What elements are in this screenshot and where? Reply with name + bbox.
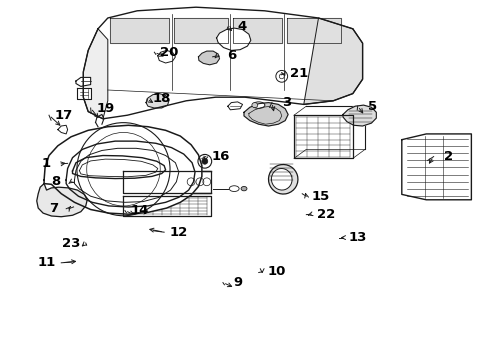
Text: 11: 11 [37, 256, 56, 269]
Polygon shape [77, 88, 91, 99]
Text: 21: 21 [290, 67, 308, 80]
Ellipse shape [253, 102, 265, 108]
Text: 20: 20 [160, 46, 178, 59]
Polygon shape [343, 105, 376, 126]
Text: 16: 16 [211, 150, 230, 163]
Text: 22: 22 [317, 208, 335, 221]
Text: 23: 23 [62, 237, 80, 249]
Polygon shape [76, 77, 91, 86]
Polygon shape [66, 141, 195, 207]
Text: 3: 3 [282, 96, 291, 109]
Polygon shape [79, 159, 158, 177]
Polygon shape [110, 18, 169, 43]
Text: 8: 8 [52, 175, 61, 188]
Text: 15: 15 [312, 190, 330, 203]
Text: 2: 2 [444, 150, 453, 163]
Ellipse shape [252, 103, 258, 108]
Text: 18: 18 [152, 93, 171, 105]
Text: 19: 19 [96, 102, 115, 114]
Circle shape [202, 158, 208, 164]
Polygon shape [402, 134, 471, 200]
Polygon shape [122, 196, 211, 216]
Polygon shape [294, 115, 353, 158]
Polygon shape [44, 125, 202, 214]
Polygon shape [287, 18, 341, 43]
Polygon shape [73, 156, 166, 179]
Ellipse shape [241, 186, 247, 191]
Text: 14: 14 [130, 204, 149, 217]
Text: 1: 1 [42, 157, 51, 170]
Polygon shape [83, 29, 108, 119]
Polygon shape [244, 103, 288, 126]
Polygon shape [174, 18, 228, 43]
Text: 4: 4 [238, 21, 247, 33]
Ellipse shape [271, 168, 292, 190]
Polygon shape [37, 184, 87, 217]
Polygon shape [217, 28, 251, 50]
Polygon shape [83, 7, 363, 119]
Polygon shape [228, 102, 243, 110]
Text: 9: 9 [233, 276, 242, 289]
Text: 17: 17 [54, 109, 73, 122]
Text: 10: 10 [268, 265, 286, 278]
Polygon shape [158, 50, 175, 63]
Ellipse shape [269, 165, 298, 194]
Text: 7: 7 [49, 202, 58, 215]
Polygon shape [122, 171, 211, 193]
Ellipse shape [229, 186, 239, 192]
Text: 6: 6 [227, 49, 236, 62]
Polygon shape [304, 18, 363, 104]
Text: 12: 12 [170, 226, 188, 239]
Text: 13: 13 [348, 231, 367, 244]
Text: 5: 5 [368, 100, 377, 113]
Polygon shape [233, 18, 282, 43]
Polygon shape [146, 94, 169, 108]
Polygon shape [198, 51, 220, 65]
